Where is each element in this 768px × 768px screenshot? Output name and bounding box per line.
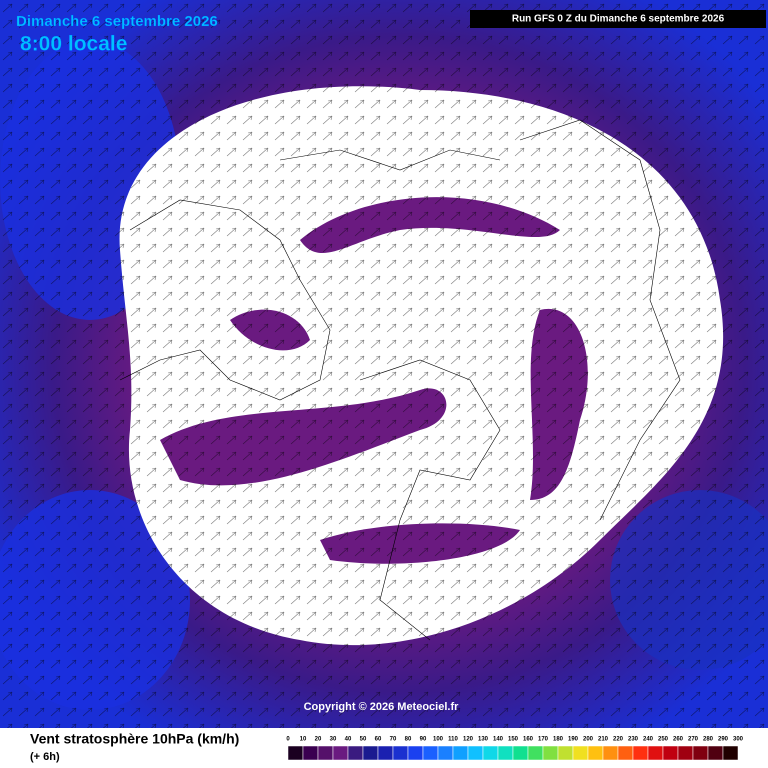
- legend-swatch: [647, 745, 664, 761]
- legend-label: 0: [286, 737, 290, 743]
- legend-label: 150: [508, 737, 519, 743]
- legend-swatch: [722, 745, 739, 761]
- legend-label: 20: [315, 737, 322, 743]
- legend-label: 200: [583, 737, 594, 743]
- legend-swatch: [497, 745, 514, 761]
- run-label: Run GFS 0 Z du Dimanche 6 septembre 2026: [512, 14, 725, 25]
- legend-swatch: [707, 745, 724, 761]
- copyright: Copyright © 2026 Meteociel.fr: [304, 701, 460, 713]
- footer-title: Vent stratosphère 10hPa (km/h): [30, 731, 239, 747]
- run-box: [470, 10, 766, 28]
- legend-swatch: [512, 745, 529, 761]
- legend-swatch: [317, 745, 334, 761]
- wind-arrows: [0, 0, 768, 728]
- legend-swatch: [332, 745, 349, 761]
- legend-swatch: [602, 745, 619, 761]
- legend-swatch: [632, 745, 649, 761]
- legend-label: 210: [598, 737, 609, 743]
- legend-swatch: [527, 745, 544, 761]
- legend-label: 120: [463, 737, 474, 743]
- legend-label: 50: [360, 737, 367, 743]
- legend-swatch: [617, 745, 634, 761]
- legend-label: 10: [300, 737, 307, 743]
- legend-label: 190: [568, 737, 579, 743]
- legend-label: 240: [643, 737, 654, 743]
- legend-swatch: [467, 745, 484, 761]
- legend-label: 60: [375, 737, 382, 743]
- legend-swatch: [287, 745, 304, 761]
- legend-label: 130: [478, 737, 489, 743]
- time-label: 8:00 locale: [20, 33, 127, 56]
- legend-label: 160: [523, 737, 534, 743]
- legend-label: 260: [673, 737, 684, 743]
- legend-swatch: [692, 745, 709, 761]
- legend-swatch: [302, 745, 319, 761]
- legend-label: 270: [688, 737, 699, 743]
- legend-swatch: [347, 745, 364, 761]
- legend-label: 70: [390, 737, 397, 743]
- footer-subtitle: (+ 6h): [30, 751, 60, 763]
- legend-swatch: [587, 745, 604, 761]
- legend-swatch: [377, 745, 394, 761]
- legend-swatch: [437, 745, 454, 761]
- legend-swatch: [572, 745, 589, 761]
- legend-swatch: [482, 745, 499, 761]
- legend-swatch: [677, 745, 694, 761]
- legend-swatch: [662, 745, 679, 761]
- map: [0, 0, 768, 728]
- legend-swatch: [452, 745, 469, 761]
- legend-label: 90: [420, 737, 427, 743]
- legend-label: 280: [703, 737, 714, 743]
- legend-swatch: [557, 745, 574, 761]
- legend-label: 220: [613, 737, 624, 743]
- legend-swatch: [407, 745, 424, 761]
- legend-label: 100: [433, 737, 444, 743]
- legend-label: 290: [718, 737, 729, 743]
- legend-label: 40: [345, 737, 352, 743]
- color-legend: 0 10 20 30 40 50 60 70 80 90 100 110 120 130 140 150 160…: [286, 737, 744, 761]
- legend-swatch: [542, 745, 559, 761]
- date-label: Dimanche 6 septembre 2026: [16, 13, 218, 30]
- legend-label: 250: [658, 737, 669, 743]
- legend-label: 110: [448, 737, 458, 743]
- legend-label: 230: [628, 737, 639, 743]
- legend-swatch: [392, 745, 409, 761]
- legend-swatch: [362, 745, 379, 761]
- legend-swatch: [422, 745, 439, 761]
- legend-label: 140: [493, 737, 504, 743]
- legend-label: 300: [733, 737, 744, 743]
- legend-label: 30: [330, 737, 337, 743]
- legend-label: 170: [538, 737, 549, 743]
- legend-label: 180: [553, 737, 564, 743]
- legend-label: 80: [405, 737, 412, 743]
